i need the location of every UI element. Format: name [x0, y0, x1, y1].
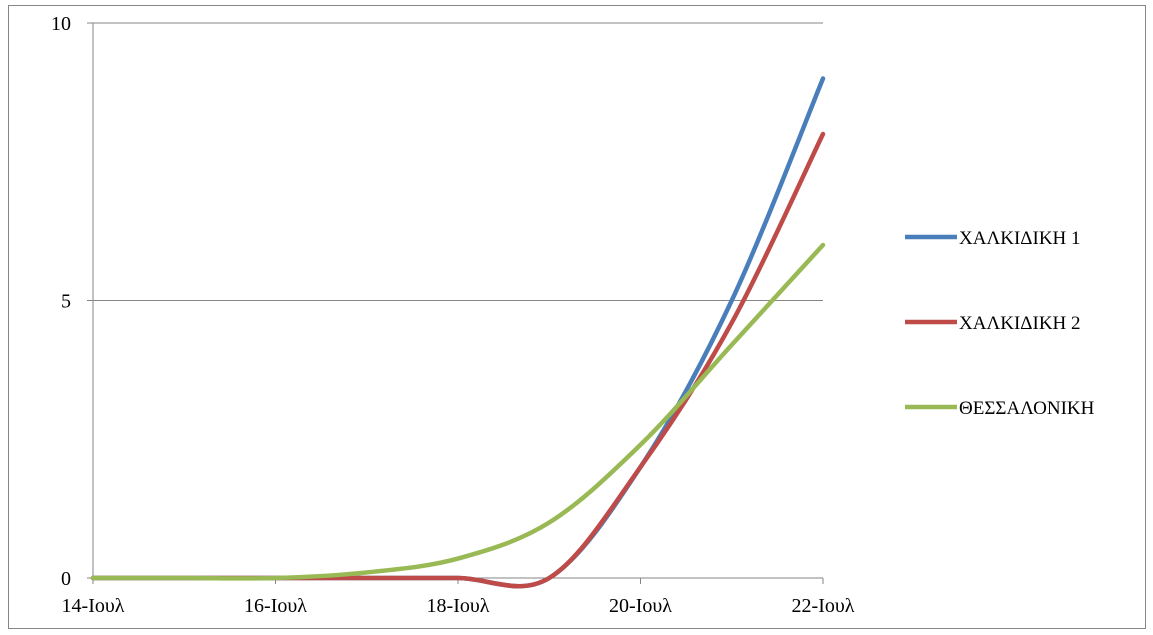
legend-label: ΧΑΛΚΙΔΙΚΗ 2: [959, 313, 1081, 334]
legend: ΧΑΛΚΙΔΙΚΗ 1 ΧΑΛΚΙΔΙΚΗ 2 ΘΕΣΣΑΛΟΝΙΚΗ: [905, 228, 1095, 419]
axes: [87, 22, 824, 584]
y-tick-label: 0: [61, 568, 71, 590]
x-tick-label: 22-Ιουλ: [792, 595, 855, 617]
gridlines: [93, 22, 823, 301]
y-tick-label: 5: [61, 291, 71, 313]
chart-frame: [8, 5, 1146, 629]
series-line: [90, 242, 826, 581]
x-tick-label: 18-Ιουλ: [427, 595, 490, 617]
x-tick-label: 14-Ιουλ: [62, 595, 125, 617]
legend-label: ΘΕΣΣΑΛΟΝΙΚΗ: [959, 398, 1095, 419]
y-tick-label: 10: [51, 13, 71, 35]
x-tick-label: 16-Ιουλ: [244, 595, 307, 617]
series-lines: [90, 76, 826, 589]
series-line: [90, 76, 826, 589]
tick-labels: 0 5 10 14-Ιουλ 16-Ιουλ 18-Ιουλ 20-Ιουλ 22-Ιουλ: [51, 13, 855, 617]
x-tick-label: 20-Ιουλ: [609, 595, 672, 617]
series-line: [90, 131, 826, 589]
legend-label: ΧΑΛΚΙΔΙΚΗ 1: [959, 228, 1081, 249]
